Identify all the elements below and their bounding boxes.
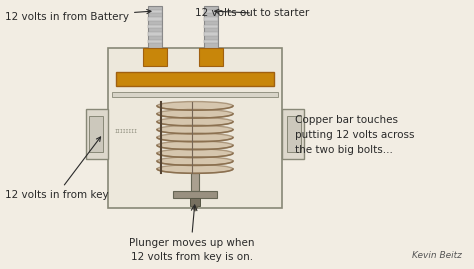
Bar: [148, 17, 162, 21]
Bar: [287, 116, 301, 152]
Text: Plunger moves up when
12 volts from key is on.: Plunger moves up when 12 volts from key …: [129, 238, 255, 262]
Bar: [148, 10, 162, 13]
Text: 12 volts in from Battery: 12 volts in from Battery: [5, 9, 151, 22]
Bar: [148, 6, 162, 50]
Bar: [204, 17, 218, 21]
Text: IIIIIIII: IIIIIIII: [115, 129, 138, 134]
Ellipse shape: [157, 117, 233, 126]
Bar: [116, 72, 274, 86]
Text: 12 volts out to starter: 12 volts out to starter: [195, 8, 309, 18]
Text: Copper bar touches
putting 12 volts across
the two big bolts...: Copper bar touches putting 12 volts acro…: [295, 115, 414, 155]
Bar: [204, 25, 218, 29]
Polygon shape: [191, 206, 199, 212]
Bar: [173, 191, 217, 198]
Bar: [199, 48, 223, 66]
Bar: [204, 6, 218, 50]
Text: 12 volts in from key: 12 volts in from key: [5, 137, 109, 200]
Ellipse shape: [157, 102, 233, 110]
Bar: [204, 33, 218, 36]
Ellipse shape: [157, 141, 233, 150]
Bar: [282, 109, 304, 159]
Bar: [191, 173, 199, 191]
Ellipse shape: [157, 125, 233, 134]
Bar: [89, 116, 103, 152]
Bar: [108, 48, 282, 208]
Bar: [112, 92, 278, 97]
Bar: [204, 40, 218, 44]
Ellipse shape: [157, 157, 233, 165]
Ellipse shape: [157, 165, 233, 173]
Text: Kevin Beitz: Kevin Beitz: [412, 251, 462, 260]
Ellipse shape: [157, 149, 233, 158]
Bar: [143, 48, 167, 66]
Bar: [148, 25, 162, 29]
Ellipse shape: [157, 133, 233, 142]
Bar: [148, 33, 162, 36]
Bar: [148, 40, 162, 44]
Ellipse shape: [157, 109, 233, 118]
Bar: [204, 10, 218, 13]
Bar: [190, 198, 200, 206]
Bar: [86, 109, 108, 159]
